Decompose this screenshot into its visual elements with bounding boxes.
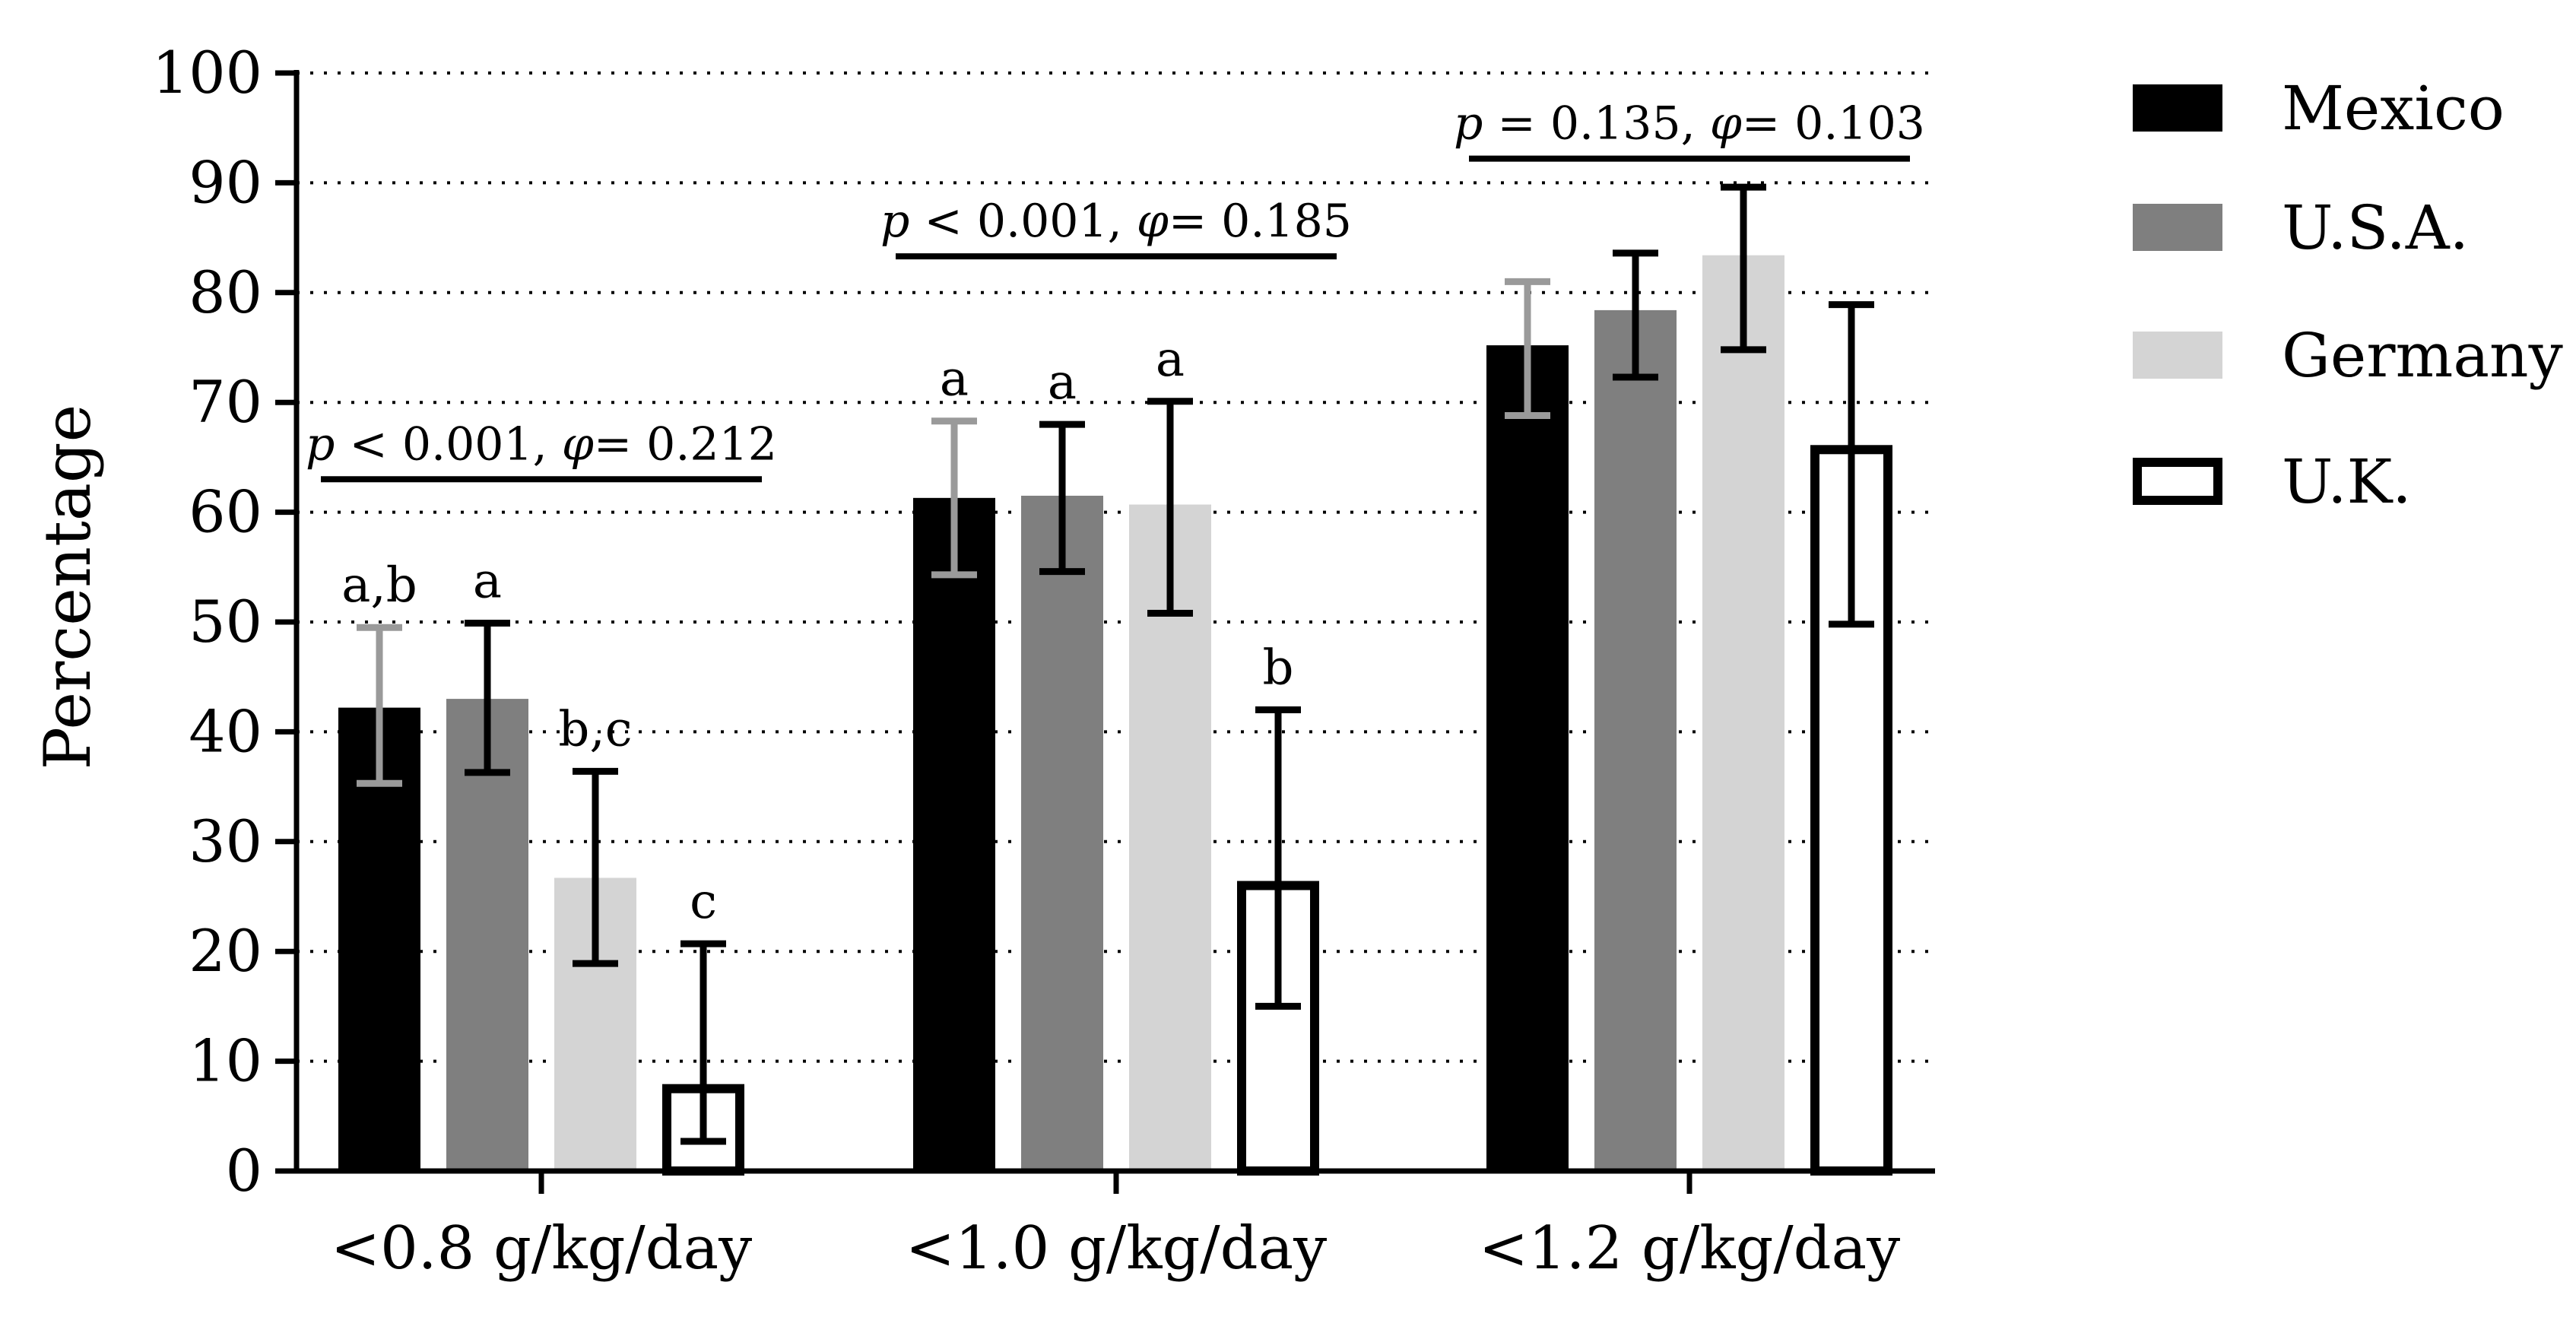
x-category-label: <1.2 g/kg/day: [1479, 1214, 1900, 1283]
bar-usa: [1021, 495, 1103, 1171]
legend-swatch: [2133, 204, 2222, 251]
significance-letter: a: [1156, 332, 1185, 388]
y-tick-label: 100: [152, 39, 262, 106]
legend-label: U.S.A.: [2282, 192, 2469, 263]
legend-label: Germany: [2282, 320, 2563, 391]
annotation-text: p = 0.135, φ= 0.103: [1454, 97, 1925, 151]
y-tick-label: 70: [189, 368, 262, 436]
y-tick-label: 0: [226, 1137, 262, 1204]
significance-letter: b,c: [558, 701, 632, 757]
y-tick-label: 50: [189, 588, 262, 655]
legend-swatch: [2133, 458, 2222, 505]
y-tick-label: 20: [189, 917, 262, 985]
y-tick-label: 10: [189, 1027, 262, 1095]
significance-letter: a,b: [341, 557, 417, 614]
legend-label: U.K.: [2282, 446, 2412, 517]
legend-swatch: [2133, 332, 2222, 379]
y-tick-label: 90: [189, 148, 262, 216]
bar-mexico: [913, 497, 995, 1171]
statistics-annotations: p < 0.001, φ= 0.212 p < 0.001, φ= 0.185 p …: [306, 97, 1925, 483]
y-tick-label: 40: [189, 697, 262, 765]
significance-letter: a: [473, 553, 502, 609]
significance-letter: a: [940, 351, 969, 408]
error-bars: [357, 183, 1874, 1145]
y-tick-label: 30: [189, 808, 262, 875]
annotation-text: p < 0.001, φ= 0.212: [306, 417, 777, 471]
bar-mexico: [1486, 345, 1569, 1171]
bar-usa: [1594, 309, 1677, 1171]
annotation-text: p < 0.001, φ= 0.185: [880, 195, 1352, 248]
y-axis-title: Percentage: [30, 405, 105, 770]
y-tick-label: 80: [189, 259, 262, 326]
significance-letters: a,b a b,c c a a a b: [341, 332, 1293, 930]
bar-germany: [1702, 255, 1784, 1172]
bars: [338, 255, 1892, 1176]
legend-label: Mexico: [2282, 73, 2505, 144]
x-category-label: <0.8 g/kg/day: [331, 1214, 752, 1283]
significance-letter: c: [690, 874, 717, 930]
y-tick-label: 60: [189, 478, 262, 546]
significance-letter: a: [1048, 354, 1077, 411]
legend: Mexico U.S.A. Germany U.K.: [2133, 73, 2563, 517]
axes: 0 10 20 30 40 50 60 70 80 90 100 <0.8 g/kg/day <1.0 …: [152, 39, 1935, 1283]
legend-swatch: [2133, 84, 2222, 132]
bar-usa: [446, 699, 528, 1171]
significance-letter: b: [1263, 640, 1294, 697]
x-category-label: <1.0 g/kg/day: [906, 1214, 1327, 1283]
